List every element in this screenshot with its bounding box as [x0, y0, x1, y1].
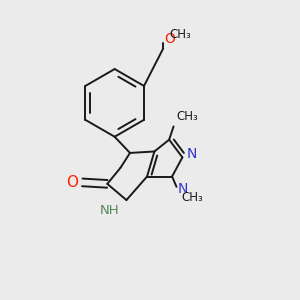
Text: NH: NH [100, 204, 119, 217]
Text: N: N [187, 146, 197, 161]
Text: N: N [178, 182, 188, 197]
Text: O: O [66, 175, 78, 190]
Text: O: O [165, 32, 176, 46]
Text: CH₃: CH₃ [176, 110, 198, 124]
Text: CH₃: CH₃ [169, 28, 191, 41]
Text: CH₃: CH₃ [181, 191, 203, 204]
